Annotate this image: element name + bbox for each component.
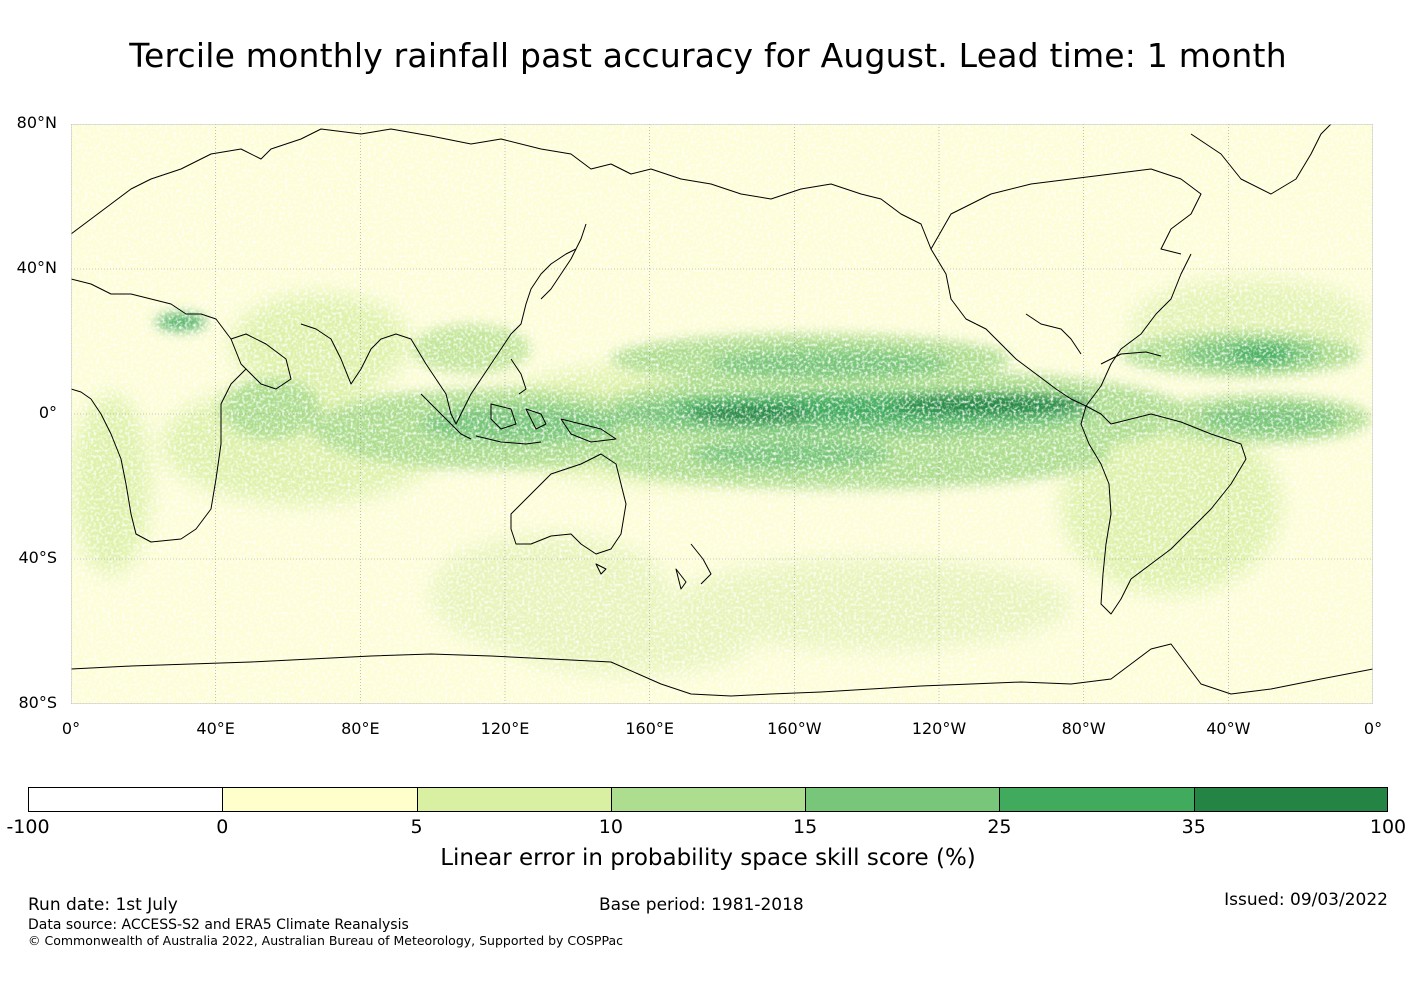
lat-label-3: 40°S [18, 548, 57, 567]
run-date: Run date: 1st July [28, 895, 178, 915]
lat-label-1: 40°N [16, 258, 57, 277]
graticule [71, 124, 1373, 704]
colorbar-tick-6: 35 [1181, 816, 1206, 838]
colorbar [28, 787, 1388, 812]
colorbar-segment-3 [610, 787, 806, 812]
lon-label-7: 80°W [1061, 719, 1106, 738]
lon-label-1: 40°E [196, 719, 235, 738]
colorbar-segment-0 [28, 787, 223, 812]
lat-label-2: 0° [38, 403, 57, 422]
colorbar-segment-1 [222, 787, 417, 812]
skill-score-map [71, 124, 1373, 704]
colorbar-tick-1: 0 [216, 816, 229, 838]
colorbar-segment-2 [416, 787, 611, 812]
data-source: Data source: ACCESS-S2 and ERA5 Climate … [28, 917, 409, 933]
colorbar-tick-0: -100 [6, 816, 50, 838]
lon-label-8: 40°W [1206, 719, 1251, 738]
colorbar-tick-3: 10 [598, 816, 623, 838]
lat-label-4: 80°S [18, 693, 57, 712]
map-frame [71, 124, 1373, 704]
colorbar-title: Linear error in probability space skill … [440, 845, 976, 871]
lon-label-0: 0° [61, 719, 81, 738]
lon-label-3: 120°E [480, 719, 530, 738]
base-period: Base period: 1981-2018 [599, 895, 804, 915]
issued-date: Issued: 09/03/2022 [1224, 890, 1388, 910]
colorbar-segment-5 [999, 787, 1194, 812]
lon-label-2: 80°E [341, 719, 380, 738]
lon-label-6: 120°W [911, 719, 967, 738]
map-title: Tercile monthly rainfall past accuracy f… [129, 36, 1287, 75]
colorbar-tick-5: 25 [987, 816, 1012, 838]
colorbar-tick-2: 5 [410, 816, 423, 838]
lat-label-0: 80°N [16, 113, 57, 132]
copyright: © Commonwealth of Australia 2022, Austra… [28, 933, 623, 948]
coastlines [71, 124, 1373, 697]
lon-label-5: 160°W [767, 719, 822, 738]
colorbar-tick-7: 100 [1369, 816, 1407, 838]
colorbar-segment-4 [805, 787, 1000, 812]
lon-label-9: 0° [1363, 719, 1383, 738]
colorbar-segment-6 [1193, 787, 1388, 812]
colorbar-tick-4: 15 [793, 816, 818, 838]
lon-label-4: 160°E [625, 719, 674, 738]
